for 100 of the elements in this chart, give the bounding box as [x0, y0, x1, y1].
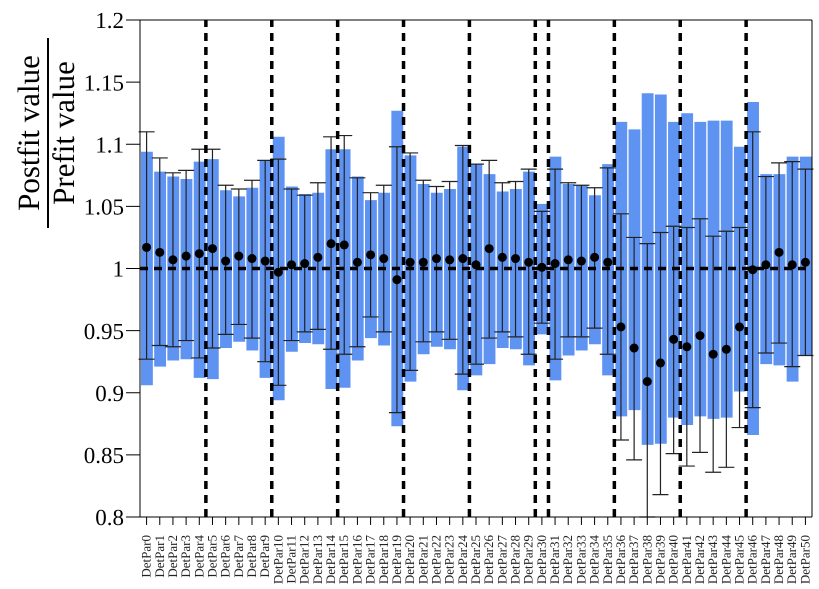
x-tick-label: DetPar29: [520, 535, 536, 584]
point: [458, 254, 468, 264]
x-tick-label: DetPar43: [705, 535, 720, 584]
x-tick-label: DetPar15: [336, 535, 352, 584]
point: [471, 260, 481, 270]
point: [524, 258, 534, 267]
x-tick-label: DetPar24: [454, 534, 470, 584]
x-tick-label: DetPar33: [573, 535, 588, 584]
point: [630, 344, 639, 353]
x-tick-label: DetPar45: [732, 535, 747, 584]
x-tick-label: DetPar9: [257, 535, 272, 578]
x-tick-label: DetPar20: [402, 535, 418, 584]
point: [379, 254, 388, 264]
point: [313, 252, 322, 262]
x-tick-label: DetPar14: [323, 534, 338, 584]
x-tick-label: DetPar47: [758, 534, 773, 584]
y-tick-label: 1.05: [84, 194, 124, 220]
y-tick-label: 0.85: [84, 443, 124, 468]
x-tick-label: DetPar46: [744, 534, 760, 584]
x-tick-label: DetPar42: [692, 535, 707, 584]
point: [326, 239, 336, 248]
y-tick-label: 1.1: [95, 132, 124, 158]
x-tick-label: DetPar35: [600, 535, 615, 584]
y-tick-label: 1.2: [95, 8, 124, 34]
point: [761, 260, 770, 270]
point: [406, 258, 415, 267]
x-tick-label: DetPar44: [718, 534, 734, 584]
point: [352, 258, 362, 267]
x-tick-label: DetPar30: [534, 535, 549, 584]
x-tick-label: DetPar19: [388, 535, 404, 584]
x-tick-label: DetPar39: [652, 535, 668, 584]
x-tick-label: DetPar3: [178, 535, 194, 578]
x-tick-label: DetPar5: [204, 535, 220, 578]
point: [748, 265, 758, 274]
point: [260, 256, 270, 266]
point: [208, 244, 217, 254]
x-tick-label: DetPar10: [270, 535, 286, 584]
point: [603, 258, 612, 267]
point: [590, 252, 600, 262]
x-tick-label: DetPar11: [284, 535, 299, 584]
point: [564, 255, 573, 264]
point: [669, 334, 678, 344]
x-tick-label: DetPar31: [547, 535, 562, 584]
point: [788, 260, 797, 270]
point: [682, 342, 692, 352]
x-tick-label: DetPar13: [310, 535, 325, 584]
point: [168, 255, 178, 264]
y-axis-title: Postfit value Prefit value: [11, 55, 81, 211]
point: [656, 358, 665, 368]
x-tick-label: DetPar41: [678, 535, 694, 584]
point: [511, 254, 520, 264]
y-tick-label: 0.9: [95, 380, 124, 406]
point: [735, 322, 744, 332]
point: [142, 242, 152, 252]
y-tick-label: 1.15: [84, 70, 124, 96]
x-tick-label: DetPar26: [481, 534, 496, 584]
x-tick-label: DetPar12: [296, 535, 312, 584]
point: [274, 268, 283, 277]
x-tick-label: DetPar4: [191, 534, 206, 578]
point: [484, 244, 494, 254]
point: [722, 344, 731, 354]
point: [221, 256, 230, 266]
x-tick-label: DetPar38: [639, 535, 654, 584]
x-tick-label: DetPar49: [784, 535, 800, 584]
point: [642, 377, 652, 386]
x-tick-label: DetPar6: [218, 534, 233, 578]
x-tick-label: DetPar50: [797, 535, 812, 584]
y-tick-label: 1: [112, 256, 124, 282]
point: [498, 252, 507, 262]
x-tick-label: DetPar36: [612, 534, 628, 584]
point: [418, 258, 428, 267]
point: [576, 256, 586, 266]
point: [366, 250, 376, 260]
x-tick-label: DetPar25: [468, 535, 483, 584]
point: [234, 252, 244, 261]
point: [194, 249, 204, 258]
x-tick-label: DetPar8: [244, 535, 259, 578]
x-tick-label: DetPar1: [152, 535, 167, 578]
point: [432, 254, 441, 264]
point: [340, 240, 349, 250]
point: [708, 350, 718, 359]
x-tick-label: DetPar21: [415, 535, 430, 584]
point: [550, 259, 560, 268]
x-tick-label: DetPar16: [349, 534, 364, 584]
x-tick-label: DetPar2: [164, 535, 180, 578]
x-tick-label: DetPar18: [376, 535, 391, 584]
point: [445, 255, 454, 264]
point: [695, 331, 705, 340]
point: [616, 322, 626, 332]
x-tick-label: DetPar34: [586, 534, 602, 584]
point: [537, 262, 546, 272]
x-tick-label: DetPar0: [138, 535, 154, 578]
point: [774, 248, 784, 257]
point: [182, 252, 191, 261]
y-tick-label: 0.95: [84, 318, 124, 344]
y-tick-label: 0.8: [95, 505, 124, 530]
x-tick-label: DetPar27: [494, 534, 510, 584]
point: [247, 254, 257, 264]
point: [800, 258, 810, 267]
x-tick-label: DetPar40: [666, 535, 681, 584]
